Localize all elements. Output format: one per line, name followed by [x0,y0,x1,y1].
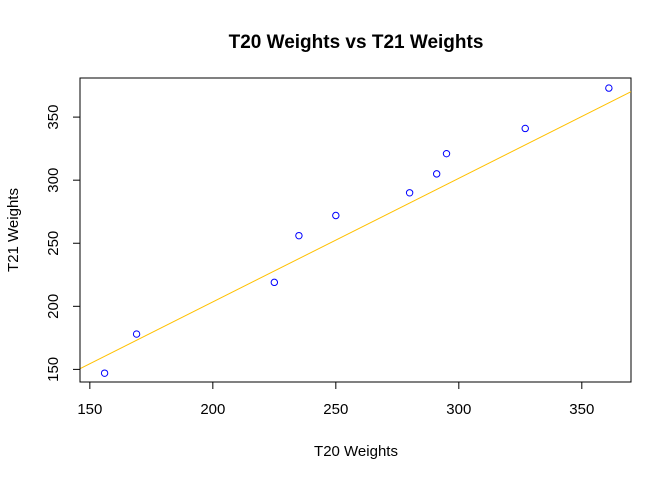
data-point [295,231,303,240]
x-axis-label: T20 Weights [314,443,398,460]
data-point [270,278,279,287]
x-tick-label: 250 [323,401,348,418]
x-tick-label: 150 [77,401,102,418]
y-tick-label: 300 [45,168,62,193]
data-point [132,330,141,338]
y-tick-label: 250 [45,231,62,256]
data-point [442,149,451,158]
data-point [521,124,529,133]
data-point [332,211,340,220]
y-tick-label: 350 [45,105,62,130]
data-point [605,84,613,92]
data-point [432,170,441,178]
x-tick-label: 350 [569,401,594,418]
y-tick-label: 200 [45,294,62,319]
regression-line [80,91,631,370]
chart-title: T20 Weights vs T21 Weights [229,32,484,53]
fit-line-layer [80,91,631,370]
x-tick-label: 300 [446,401,471,418]
data-point [100,369,109,377]
x-axis: 150 200 250 300 350 [77,381,594,418]
y-tick-label: 150 [45,357,62,382]
y-axis-label: T21 Weights [5,188,22,272]
y-axis: 150 200 250 300 350 [45,105,81,382]
x-tick-label: 200 [200,401,225,418]
data-point [405,189,414,197]
points-layer [100,84,613,377]
